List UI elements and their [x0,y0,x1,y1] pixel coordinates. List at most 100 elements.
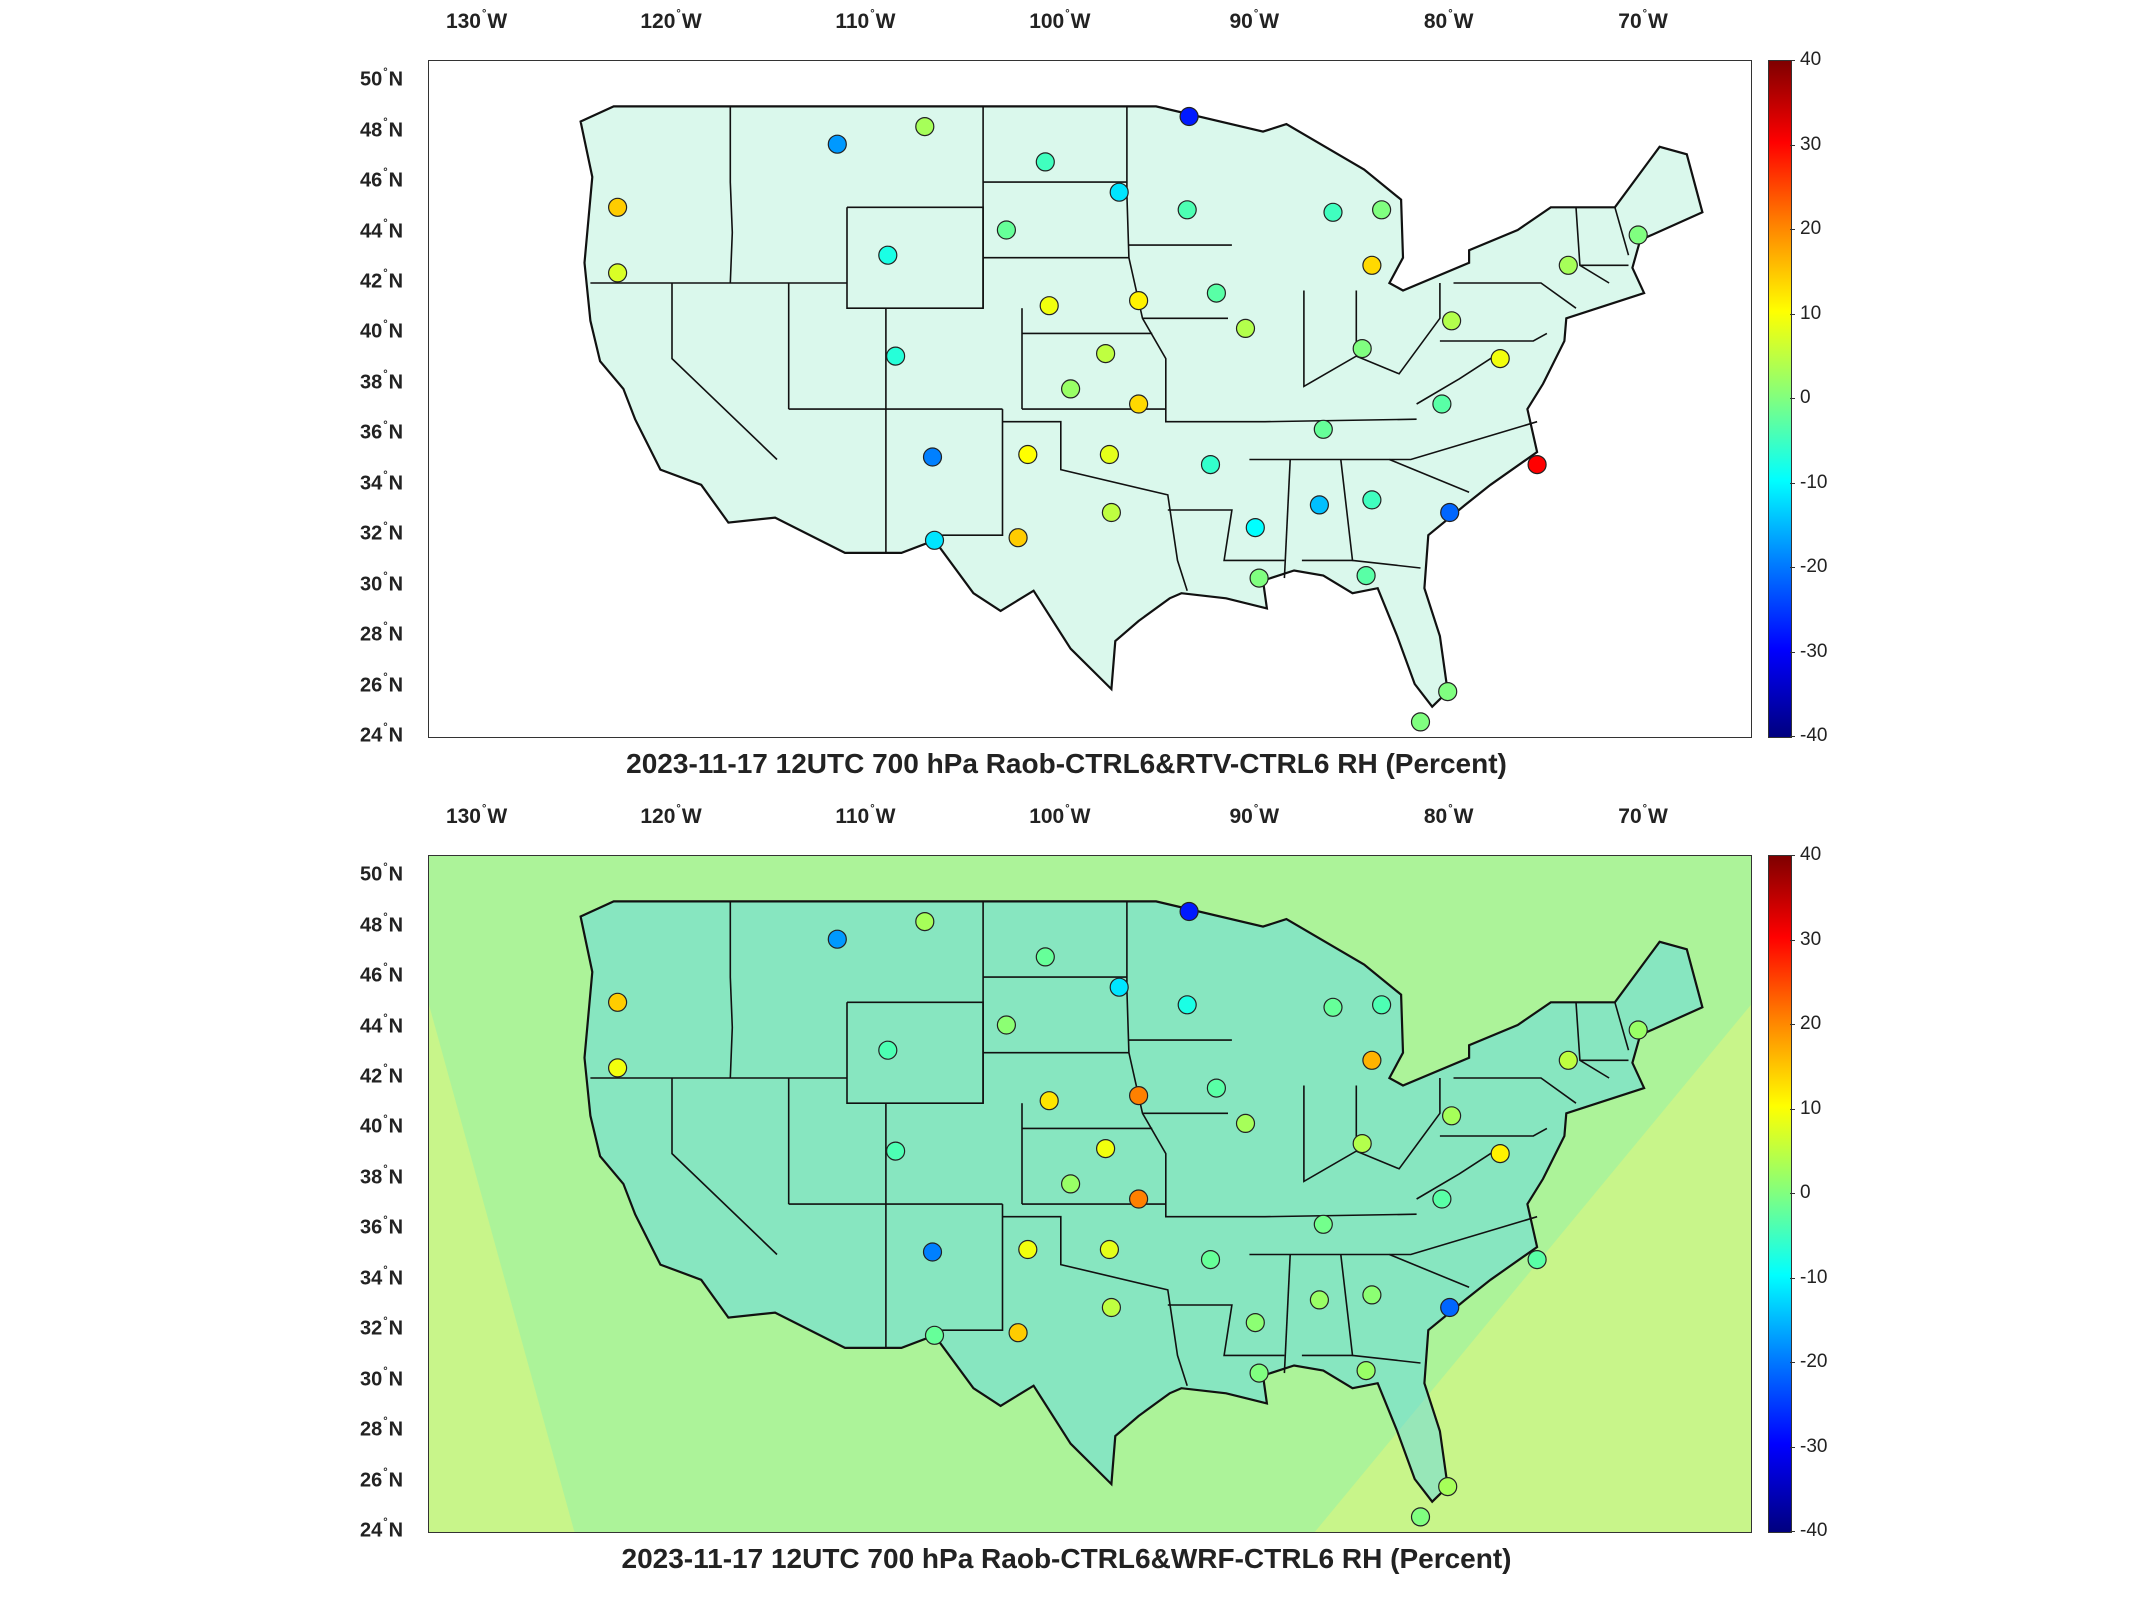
raob-station-marker [1362,490,1382,510]
raob-station-marker [1558,255,1578,275]
latitude-label: 24°N [360,721,404,747]
raob-station-marker [1558,1050,1578,1070]
raob-station-marker [1200,1250,1221,1270]
state-border [1352,559,1421,569]
colorbar-tick-label: -10 [1800,1266,1828,1288]
colorbar-tickmark [1790,398,1795,399]
raob-station-marker [1095,1139,1116,1159]
colorbar-tick-label: -30 [1800,1435,1828,1457]
latitude-label: 40°N [360,318,404,343]
raob-station-marker [608,263,628,283]
colorbar-tick-label: 30 [1800,133,1822,155]
colorbar-tick-label: -20 [1800,1351,1828,1372]
latitude-label: 44°N [360,217,404,243]
raob-station-marker [1128,1189,1149,1209]
raob-station-marker [1352,339,1372,359]
state-border [729,901,734,1079]
raob-station-marker [608,197,628,217]
colorbar-tick-label: 0 [1800,387,1811,408]
raob-station-marker [827,929,847,949]
latitude-label: 38°N [360,368,404,394]
raob-station-marker [1313,1214,1333,1234]
state-border [1264,1213,1417,1218]
raob-station-marker [1362,255,1382,275]
state-border [1439,332,1548,342]
latitude-label: 50°N [360,861,404,886]
raob-station-marker [1249,568,1269,588]
raob-station-marker [1628,225,1648,245]
raob-station-marker [1101,1297,1122,1318]
longitude-label: 110°W [835,8,896,33]
raob-station-marker [1039,296,1059,316]
raob-station-marker [878,1040,898,1060]
raob-station-marker [886,1141,906,1161]
state-border [1389,458,1470,494]
raob-station-marker [924,530,945,550]
colorbar-tick-label: 0 [1800,1182,1811,1203]
raob-station-marker [608,992,628,1012]
state-border [1264,418,1417,423]
raob-station-marker [1440,502,1460,523]
state-border [1453,1077,1577,1104]
colorbar-tickmark [1790,1193,1795,1194]
raob-station-marker [1352,1134,1372,1154]
raob-station-marker [1356,565,1376,586]
raob-station-marker [1628,1020,1648,1040]
state-border [1614,207,1630,256]
colorbar-tickmark [1790,1024,1795,1025]
raob-station-marker [1490,349,1510,369]
state-border [1167,1304,1285,1357]
longitude-label: 90°W [1229,8,1280,33]
panel-title: 2023-11-17 12UTC 700 hPa Raob-CTRL6&RTV-… [626,748,1507,779]
raob-station-marker [1235,318,1256,338]
raob-station-marker [1101,502,1122,523]
latitude-label: 50°N [360,66,404,91]
latitude-label: 28°N [360,1415,404,1441]
longitude-label: 130°W [445,803,508,828]
state-border [1416,1147,1499,1200]
rh-difference-map [429,61,1751,737]
state-border [1002,420,1188,591]
colorbar-tick-label: 10 [1800,1097,1822,1119]
latitude-label: 28°N [360,620,404,646]
latitude-label: 26°N [360,1466,404,1492]
longitude-label: 100°W [1029,803,1091,828]
state-border [1249,420,1538,461]
raob-station-marker [827,134,847,154]
latitude-label: 26°N [360,671,404,697]
raob-station-marker [1206,283,1227,303]
raob-station-marker [1432,1189,1452,1209]
raob-station-marker [915,116,935,137]
colorbar-tick-label: 40 [1800,844,1822,865]
colorbar-tickmark [1790,482,1795,484]
colorbar [1768,855,1792,1533]
state-border [1283,459,1291,579]
raob-station-marker [1441,1106,1462,1126]
raob-station-marker [1206,1078,1227,1098]
raob-station-marker [886,346,906,366]
raob-station-marker [878,245,898,265]
state-border [729,106,734,284]
raob-station-marker [1008,1323,1028,1343]
raob-station-marker [1438,681,1458,702]
raob-station-marker [1309,1290,1330,1310]
latitude-label: 32°N [360,520,404,545]
longitude-label: 110°W [835,803,896,828]
raob-station-marker [1323,997,1343,1017]
latitude-label: 42°N [360,267,404,293]
state-border [1303,1078,1441,1183]
latitude-label: 36°N [360,419,404,444]
longitude-label: 100°W [1029,8,1091,33]
colorbar-tick-label: 20 [1800,1013,1822,1034]
raob-station-marker [1410,1507,1431,1527]
raob-station-marker [1018,1239,1038,1260]
raob-station-marker [1128,394,1149,414]
raob-station-marker [1095,344,1116,364]
raob-station-marker [1356,1360,1376,1381]
state-border [1249,1215,1538,1256]
colorbar-tickmark [1790,1531,1795,1532]
colorbar-tick-label: -20 [1800,556,1828,577]
colorbar-tick-label: -40 [1800,1520,1828,1541]
top-map-panel: 130°W 120°W 110°W 100°W 90°W 80°W 70°W 50°N 48°… [0,0,2133,795]
raob-station-marker [1018,444,1038,465]
